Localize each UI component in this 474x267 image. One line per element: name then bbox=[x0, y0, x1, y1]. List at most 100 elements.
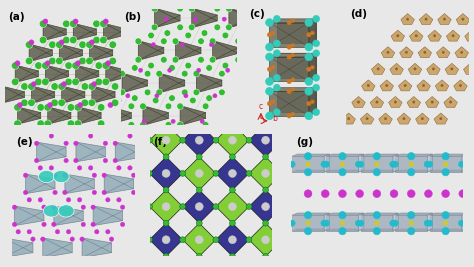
Circle shape bbox=[92, 190, 97, 195]
Circle shape bbox=[146, 137, 153, 143]
Circle shape bbox=[111, 99, 119, 107]
Circle shape bbox=[313, 40, 319, 47]
Polygon shape bbox=[155, 8, 180, 28]
Polygon shape bbox=[400, 47, 413, 58]
Polygon shape bbox=[427, 213, 433, 231]
Circle shape bbox=[165, 103, 172, 109]
Circle shape bbox=[128, 134, 132, 138]
Circle shape bbox=[79, 57, 86, 65]
Circle shape bbox=[262, 203, 270, 210]
Circle shape bbox=[146, 237, 153, 243]
Circle shape bbox=[53, 190, 57, 195]
Polygon shape bbox=[75, 65, 99, 83]
Polygon shape bbox=[390, 63, 403, 74]
Circle shape bbox=[431, 101, 433, 103]
Circle shape bbox=[66, 230, 71, 234]
Circle shape bbox=[305, 53, 313, 61]
Polygon shape bbox=[372, 63, 385, 74]
Circle shape bbox=[38, 166, 43, 170]
Circle shape bbox=[251, 24, 258, 30]
Circle shape bbox=[313, 74, 319, 81]
Circle shape bbox=[163, 121, 169, 127]
Circle shape bbox=[115, 97, 122, 104]
Circle shape bbox=[77, 166, 82, 170]
Circle shape bbox=[103, 141, 108, 146]
Circle shape bbox=[95, 230, 99, 234]
Circle shape bbox=[51, 83, 58, 90]
Circle shape bbox=[409, 162, 413, 166]
Circle shape bbox=[289, 161, 295, 167]
Circle shape bbox=[339, 227, 346, 235]
Circle shape bbox=[442, 168, 449, 176]
Circle shape bbox=[392, 220, 398, 226]
Circle shape bbox=[306, 162, 310, 166]
Polygon shape bbox=[180, 106, 206, 125]
Polygon shape bbox=[48, 107, 71, 124]
Circle shape bbox=[366, 117, 368, 120]
Circle shape bbox=[162, 170, 170, 177]
Circle shape bbox=[432, 68, 435, 70]
Circle shape bbox=[321, 220, 327, 226]
Polygon shape bbox=[445, 63, 459, 74]
Circle shape bbox=[28, 99, 35, 107]
Polygon shape bbox=[26, 174, 55, 194]
Polygon shape bbox=[31, 86, 55, 103]
Circle shape bbox=[195, 136, 203, 144]
Circle shape bbox=[62, 82, 66, 87]
Polygon shape bbox=[418, 47, 432, 58]
Circle shape bbox=[213, 137, 219, 143]
Circle shape bbox=[291, 44, 295, 47]
Circle shape bbox=[390, 190, 398, 198]
Circle shape bbox=[406, 18, 409, 20]
Circle shape bbox=[65, 78, 73, 85]
Circle shape bbox=[287, 45, 292, 49]
Circle shape bbox=[265, 112, 273, 120]
Circle shape bbox=[246, 170, 252, 176]
Circle shape bbox=[102, 190, 106, 195]
Circle shape bbox=[21, 99, 28, 107]
Polygon shape bbox=[454, 80, 467, 91]
Circle shape bbox=[146, 170, 153, 176]
Circle shape bbox=[228, 170, 237, 177]
Circle shape bbox=[86, 41, 93, 48]
Circle shape bbox=[44, 120, 51, 127]
Circle shape bbox=[123, 20, 130, 28]
Polygon shape bbox=[429, 229, 467, 231]
Circle shape bbox=[415, 34, 418, 37]
Polygon shape bbox=[465, 30, 474, 41]
Circle shape bbox=[23, 173, 28, 178]
Circle shape bbox=[210, 43, 214, 47]
Polygon shape bbox=[292, 154, 329, 156]
Circle shape bbox=[37, 120, 45, 127]
Circle shape bbox=[146, 204, 153, 210]
Circle shape bbox=[47, 103, 53, 108]
Polygon shape bbox=[270, 53, 316, 57]
Polygon shape bbox=[43, 23, 66, 41]
Circle shape bbox=[119, 89, 125, 96]
Circle shape bbox=[92, 173, 97, 178]
Circle shape bbox=[340, 162, 345, 166]
Polygon shape bbox=[18, 107, 41, 124]
Polygon shape bbox=[393, 213, 398, 231]
Circle shape bbox=[376, 101, 378, 103]
Circle shape bbox=[177, 103, 183, 109]
Circle shape bbox=[15, 61, 20, 66]
Circle shape bbox=[93, 36, 100, 44]
Circle shape bbox=[273, 50, 280, 57]
Circle shape bbox=[263, 154, 269, 160]
Circle shape bbox=[177, 24, 183, 30]
Circle shape bbox=[442, 211, 449, 219]
Circle shape bbox=[14, 104, 21, 111]
Circle shape bbox=[340, 221, 345, 225]
Circle shape bbox=[111, 83, 119, 90]
Polygon shape bbox=[1, 86, 25, 103]
Polygon shape bbox=[92, 86, 115, 103]
Circle shape bbox=[156, 89, 163, 96]
Circle shape bbox=[442, 51, 445, 54]
Circle shape bbox=[164, 30, 171, 36]
Circle shape bbox=[404, 84, 406, 87]
Polygon shape bbox=[462, 154, 467, 172]
Circle shape bbox=[135, 57, 142, 63]
Polygon shape bbox=[456, 14, 470, 25]
Circle shape bbox=[123, 36, 130, 44]
